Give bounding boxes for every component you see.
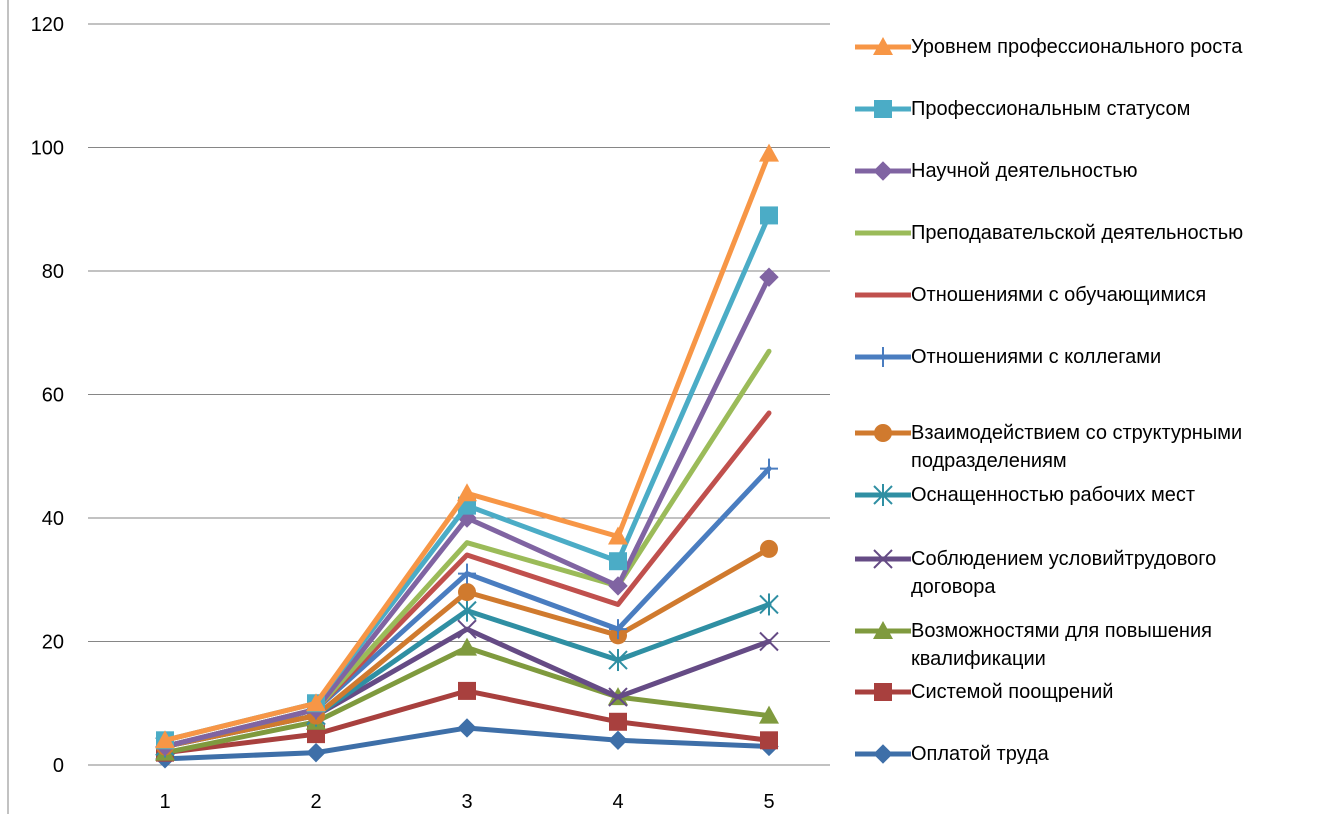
legend-swatch — [855, 37, 911, 55]
y-tick-label: 0 — [53, 755, 64, 777]
legend-label: Преподавательской деятельностью — [911, 222, 1244, 244]
data-point — [457, 599, 477, 622]
data-point — [760, 539, 778, 558]
y-tick-label: 40 — [42, 508, 64, 530]
legend-label-line: подразделениям — [911, 450, 1067, 472]
data-point — [759, 705, 779, 724]
data-point — [457, 483, 477, 502]
data-point — [609, 619, 627, 640]
marker-stroke — [457, 619, 477, 639]
legend-label: Соблюдением условийтрудового договора — [911, 545, 1216, 601]
legend-label-line: Возможностями для повышения — [911, 620, 1212, 642]
marker-stroke — [873, 549, 893, 569]
data-point — [873, 484, 893, 506]
data-point — [873, 37, 893, 55]
data-point — [873, 744, 893, 764]
legend-swatch — [855, 621, 911, 639]
legend: Уровнем профессионального роста Профессио… — [855, 0, 1334, 814]
data-point — [760, 206, 778, 225]
data-point — [457, 718, 477, 738]
x-axis-ticks: 1 2 3 4 5 — [159, 791, 774, 813]
series-1 — [155, 718, 779, 769]
data-point — [608, 576, 628, 596]
data-point — [759, 267, 779, 287]
legend-label-line: договора — [911, 576, 996, 598]
x-tick-label: 5 — [763, 791, 774, 813]
data-point — [608, 649, 628, 672]
data-point — [760, 458, 778, 479]
legend-swatch — [855, 683, 911, 701]
x-tick-label: 4 — [612, 791, 623, 813]
data-point — [874, 683, 892, 701]
data-point — [608, 526, 628, 545]
data-point — [759, 143, 779, 162]
legend-swatch — [855, 744, 911, 764]
legend-swatch — [855, 230, 911, 236]
y-tick-label: 60 — [42, 385, 64, 407]
legend-swatch — [855, 292, 911, 298]
data-point — [759, 631, 779, 652]
data-point — [609, 712, 627, 731]
legend-label: Научной деятельностью — [911, 160, 1138, 182]
legend-swatch — [855, 100, 911, 118]
data-point — [873, 621, 893, 639]
x-tick-label: 1 — [159, 791, 170, 813]
y-tick-label: 120 — [31, 14, 64, 36]
legend-swatch — [855, 484, 911, 506]
data-point — [306, 742, 326, 763]
data-point — [458, 583, 476, 602]
series-lines — [155, 143, 779, 769]
marker-stroke — [608, 687, 628, 707]
data-point — [873, 161, 893, 181]
legend-swatch — [855, 161, 911, 181]
series-line — [162, 212, 772, 743]
legend-swatch — [855, 424, 911, 442]
data-point — [609, 552, 627, 571]
data-point — [874, 424, 892, 442]
legend-label: Оплатой труда — [911, 743, 1049, 765]
chart-plot: 0 20 40 60 80 100 120 1 2 3 4 5 — [7, 0, 830, 814]
data-point — [874, 100, 892, 118]
legend-label-line: Соблюдением условийтрудового — [911, 548, 1217, 570]
data-point — [760, 731, 778, 750]
legend-swatch — [855, 549, 911, 569]
legend-label: Отношениями с коллегами — [911, 346, 1162, 368]
data-point — [608, 730, 628, 751]
legend-label: Возможностями для повышения квалификации — [911, 617, 1212, 673]
legend-label: Оснащенностью рабочих мест — [911, 484, 1195, 506]
legend-label: Взаимодействием со структурными подраздел… — [911, 419, 1242, 475]
data-point — [759, 593, 779, 616]
legend-label: Отношениями с обучающимися — [911, 284, 1207, 306]
x-tick-label: 2 — [310, 791, 321, 813]
y-axis-ticks: 0 20 40 60 80 100 120 — [31, 14, 64, 777]
data-point — [155, 730, 175, 749]
data-point — [873, 549, 893, 569]
data-point — [458, 681, 476, 700]
legend-label: Системой поощрений — [911, 681, 1114, 703]
y-tick-label: 20 — [42, 632, 64, 654]
legend-label: Уровнем профессионального роста — [911, 36, 1243, 58]
data-point — [458, 563, 476, 584]
series-12 — [155, 143, 779, 749]
legend-label-line: Взаимодействием со структурными — [911, 422, 1243, 444]
data-point — [874, 347, 892, 367]
series-3 — [155, 637, 779, 761]
data-point — [306, 693, 326, 712]
legend-label-line: квалификации — [911, 648, 1046, 670]
marker-stroke — [759, 631, 779, 652]
data-point — [608, 687, 628, 707]
y-tick-label: 80 — [42, 261, 64, 283]
y-tick-label: 100 — [31, 138, 64, 160]
data-point — [457, 619, 477, 639]
data-point — [457, 637, 477, 656]
x-tick-label: 3 — [461, 791, 472, 813]
legend-label: Профессиональным статусом — [911, 98, 1191, 120]
legend-swatch — [855, 347, 911, 367]
